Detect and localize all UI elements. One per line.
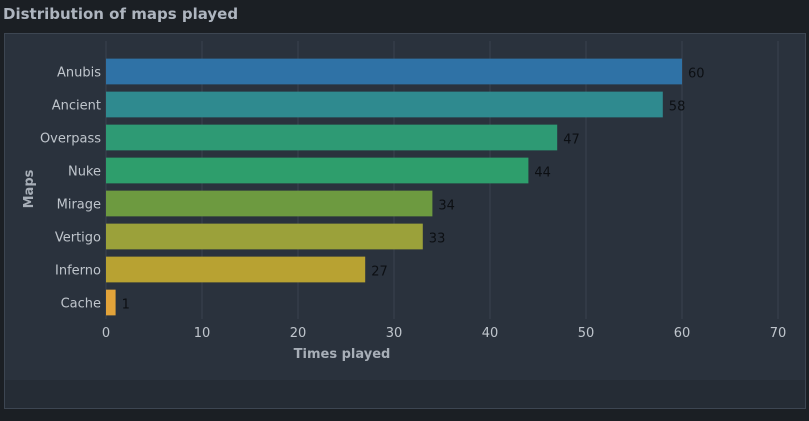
category-label: Nuke xyxy=(68,165,101,180)
x-tick-label: 0 xyxy=(102,326,110,341)
data-label: 34 xyxy=(438,199,455,214)
category-label: Inferno xyxy=(55,264,101,279)
category-label: Ancient xyxy=(52,99,101,114)
bar-vertigo xyxy=(106,223,423,250)
data-label: 47 xyxy=(563,133,580,148)
bar-ancient xyxy=(106,91,663,118)
x-tick-label: 60 xyxy=(674,326,691,341)
x-axis-title: Times played xyxy=(294,347,391,362)
bars xyxy=(106,58,682,316)
data-label: 1 xyxy=(122,298,130,313)
x-tick-label: 30 xyxy=(386,326,403,341)
y-axis-title: Maps xyxy=(22,169,37,208)
page-title: Distribution of maps played xyxy=(3,5,239,23)
labels: 0 10 20 30 40 50 60 70 Anubis 60 Ancient 58 Overpass… xyxy=(40,66,786,342)
data-label: 58 xyxy=(669,100,686,115)
x-tick-label: 40 xyxy=(482,326,499,341)
x-tick-label: 70 xyxy=(770,326,787,341)
category-label: Anubis xyxy=(57,66,101,81)
data-label: 27 xyxy=(371,265,388,280)
category-label: Vertigo xyxy=(55,231,101,246)
x-tick-label: 50 xyxy=(578,326,595,341)
bar-cache xyxy=(106,289,116,316)
category-label: Cache xyxy=(61,297,101,312)
bar-nuke xyxy=(106,157,529,184)
bar-inferno xyxy=(106,256,366,283)
category-label: Overpass xyxy=(40,132,101,147)
data-label: 60 xyxy=(688,67,705,82)
category-label: Mirage xyxy=(57,198,101,213)
data-label: 33 xyxy=(429,232,446,247)
data-label: 44 xyxy=(534,166,551,181)
bar-overpass xyxy=(106,124,558,151)
bar-mirage xyxy=(106,190,433,217)
x-tick-label: 10 xyxy=(194,326,211,341)
x-tick-label: 20 xyxy=(290,326,307,341)
bar-anubis xyxy=(106,58,682,85)
